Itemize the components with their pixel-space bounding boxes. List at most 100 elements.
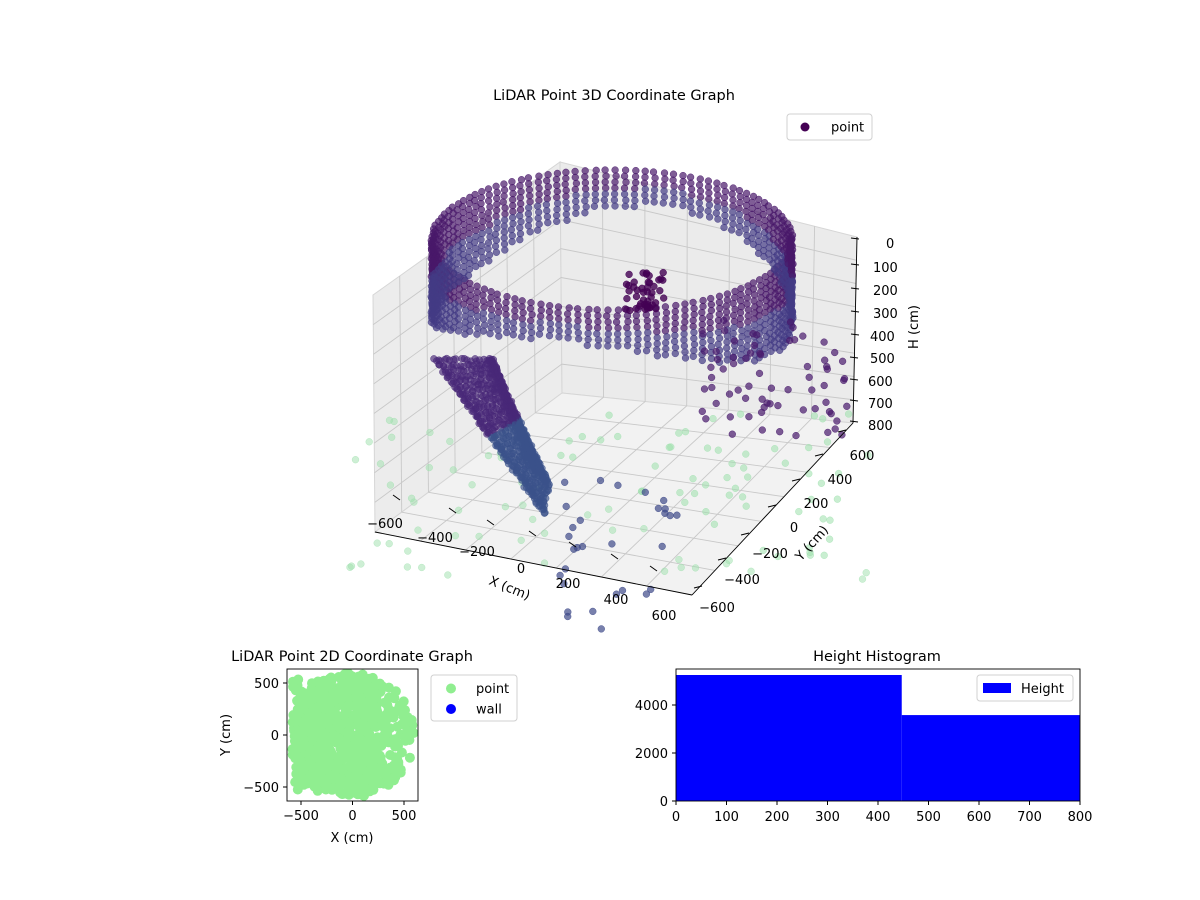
cloud-point [721, 187, 730, 196]
cloud-point [430, 355, 438, 363]
cloud-point [715, 310, 723, 318]
cloud-point [449, 466, 457, 474]
cloud-point [730, 323, 738, 332]
cloud-point [553, 187, 561, 196]
cloud-point [622, 178, 630, 186]
cloud-point [799, 332, 807, 340]
cloud-point [698, 407, 706, 416]
cloud-point [601, 202, 609, 210]
cloud-point [805, 443, 813, 452]
cloud-point [613, 312, 621, 320]
cloud-point [564, 316, 572, 324]
cloud-point [639, 269, 647, 277]
cloud-point [553, 193, 561, 202]
legend-marker-wall [446, 704, 456, 714]
cloud-point [738, 345, 746, 353]
cloud-point [507, 226, 516, 234]
cloud-point [688, 191, 696, 199]
cloud-point [744, 473, 752, 481]
cloud-point [478, 187, 486, 196]
cloud-point [700, 347, 709, 355]
cloud-point [534, 178, 542, 186]
cloud-point [529, 515, 537, 524]
cloud-point [537, 306, 545, 314]
cloud-point [736, 198, 744, 207]
cloud-point [722, 560, 731, 568]
cloud-point [735, 222, 744, 231]
scatter-point [387, 692, 397, 703]
cloud-point [642, 590, 651, 598]
cloud-point [516, 224, 524, 232]
cloud-point [612, 318, 621, 326]
cloud-point [351, 456, 360, 464]
y-tick-label: −200 [752, 547, 788, 562]
cloud-point [470, 196, 479, 205]
cloud-point [695, 199, 703, 207]
cloud-point [675, 429, 683, 437]
cloud-point [728, 459, 736, 468]
cloud-point [720, 223, 728, 232]
cloud-point [710, 520, 719, 528]
cloud-point [754, 225, 762, 234]
cloud-point [745, 413, 753, 421]
cloud-point [781, 459, 789, 467]
cloud-point [390, 417, 398, 426]
cloud-point [653, 352, 662, 360]
histogram-x-ticks: 0 100 200 300 400 500 600 700 800 [672, 801, 1092, 825]
cloud-point [492, 212, 500, 220]
cloud-point [759, 210, 767, 219]
cloud-point [581, 209, 589, 217]
cloud-point [647, 585, 655, 594]
cloud-point [528, 328, 536, 337]
cloud-point [755, 276, 764, 284]
cloud-point [486, 203, 494, 211]
cloud-point [484, 197, 493, 205]
cloud-point [650, 186, 659, 194]
z-tick-label: 300 [873, 307, 898, 322]
scatter-point [383, 779, 394, 790]
x-axis-label: X (cm) [487, 574, 532, 604]
x-tick-label: −400 [417, 531, 453, 546]
cloud-point [492, 248, 501, 256]
cloud-point [687, 203, 695, 211]
cloud-point [562, 198, 570, 206]
cloud-point [696, 205, 705, 213]
cloud-point [612, 590, 621, 598]
cloud-point [784, 386, 792, 394]
x-tick-label: −200 [459, 545, 495, 560]
cloud-point [571, 173, 579, 182]
cloud-point [833, 495, 842, 503]
x-tick-label: −600 [367, 517, 403, 532]
cloud-point [535, 208, 543, 216]
cloud-point [508, 184, 517, 192]
cloud-point [488, 312, 496, 320]
cloud-point [614, 306, 623, 314]
scatter-point [344, 671, 355, 681]
cloud-point [444, 571, 452, 579]
legend-marker-point [446, 683, 456, 694]
cloud-point [456, 390, 464, 398]
cloud-point [516, 212, 524, 220]
cloud-point [529, 492, 538, 500]
cloud-point [660, 496, 668, 505]
scatter-point [385, 723, 395, 734]
cloud-point [678, 183, 686, 192]
cloud-point [611, 166, 619, 174]
cloud-point [620, 172, 629, 180]
scatter-point [404, 752, 415, 763]
cloud-point [820, 381, 828, 390]
cloud-point [734, 386, 742, 394]
cloud-point [492, 182, 500, 190]
cloud-point [486, 300, 494, 308]
cloud-point [623, 324, 631, 332]
cloud-point [373, 539, 381, 547]
scatter-point [352, 694, 363, 705]
cloud-point [729, 353, 737, 362]
y-tick-label: 200 [804, 497, 829, 512]
legend-label-point: point [831, 121, 864, 136]
cloud-point [640, 179, 649, 187]
grid-line [401, 511, 716, 571]
z-ticks: 0 100 200 300 400 500 600 700 800 H (cm) [849, 237, 922, 434]
scatter-point [391, 737, 402, 748]
cloud-point [659, 199, 667, 207]
